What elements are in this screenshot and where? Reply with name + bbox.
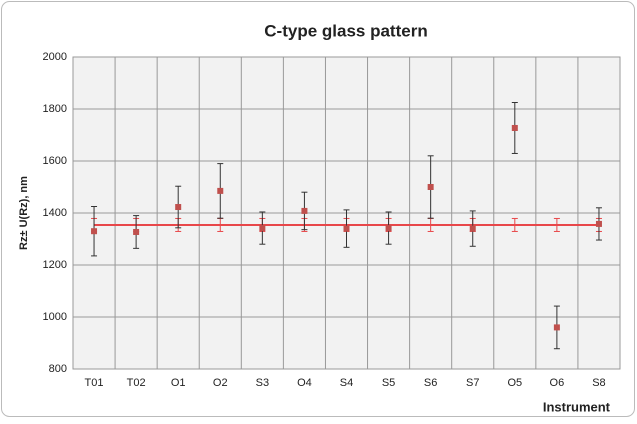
point <box>385 225 392 232</box>
x-tick-label: S3 <box>256 377 269 389</box>
y-tick-label: 2000 <box>43 51 67 63</box>
y-tick-label: 800 <box>49 363 67 375</box>
x-tick-label: S5 <box>382 377 395 389</box>
x-tick-label: S6 <box>424 377 437 389</box>
x-tick-label: S4 <box>340 377 353 389</box>
x-tick-label: T01 <box>85 377 104 389</box>
point <box>259 225 266 232</box>
y-axis-label: Rz± U(Rz), nm <box>18 176 30 250</box>
x-axis-label: Instrument <box>543 399 611 414</box>
point <box>343 225 350 232</box>
point <box>427 184 434 190</box>
point <box>175 204 182 211</box>
x-tick-label: O4 <box>297 377 312 389</box>
y-tick-label: 1800 <box>43 103 67 115</box>
point <box>511 124 518 131</box>
point <box>301 207 308 214</box>
x-tick-label: S8 <box>592 377 605 389</box>
x-tick-label: S7 <box>466 377 479 389</box>
y-tick-label: 1000 <box>43 311 67 323</box>
point <box>595 220 602 227</box>
y-tick-label: 1200 <box>43 259 67 271</box>
x-tick-label: O6 <box>550 377 565 389</box>
chart-title: C-type glass pattern <box>264 21 427 40</box>
x-tick-label: O1 <box>171 377 186 389</box>
point <box>133 228 140 235</box>
point <box>469 225 476 232</box>
y-tick-label: 1400 <box>43 207 67 219</box>
x-tick-label: T02 <box>127 377 146 389</box>
point <box>91 228 98 235</box>
x-tick-label: O5 <box>507 377 522 389</box>
point <box>553 324 560 331</box>
x-tick-label: O2 <box>213 377 228 389</box>
y-tick-label: 1600 <box>43 155 67 167</box>
point <box>217 187 224 194</box>
